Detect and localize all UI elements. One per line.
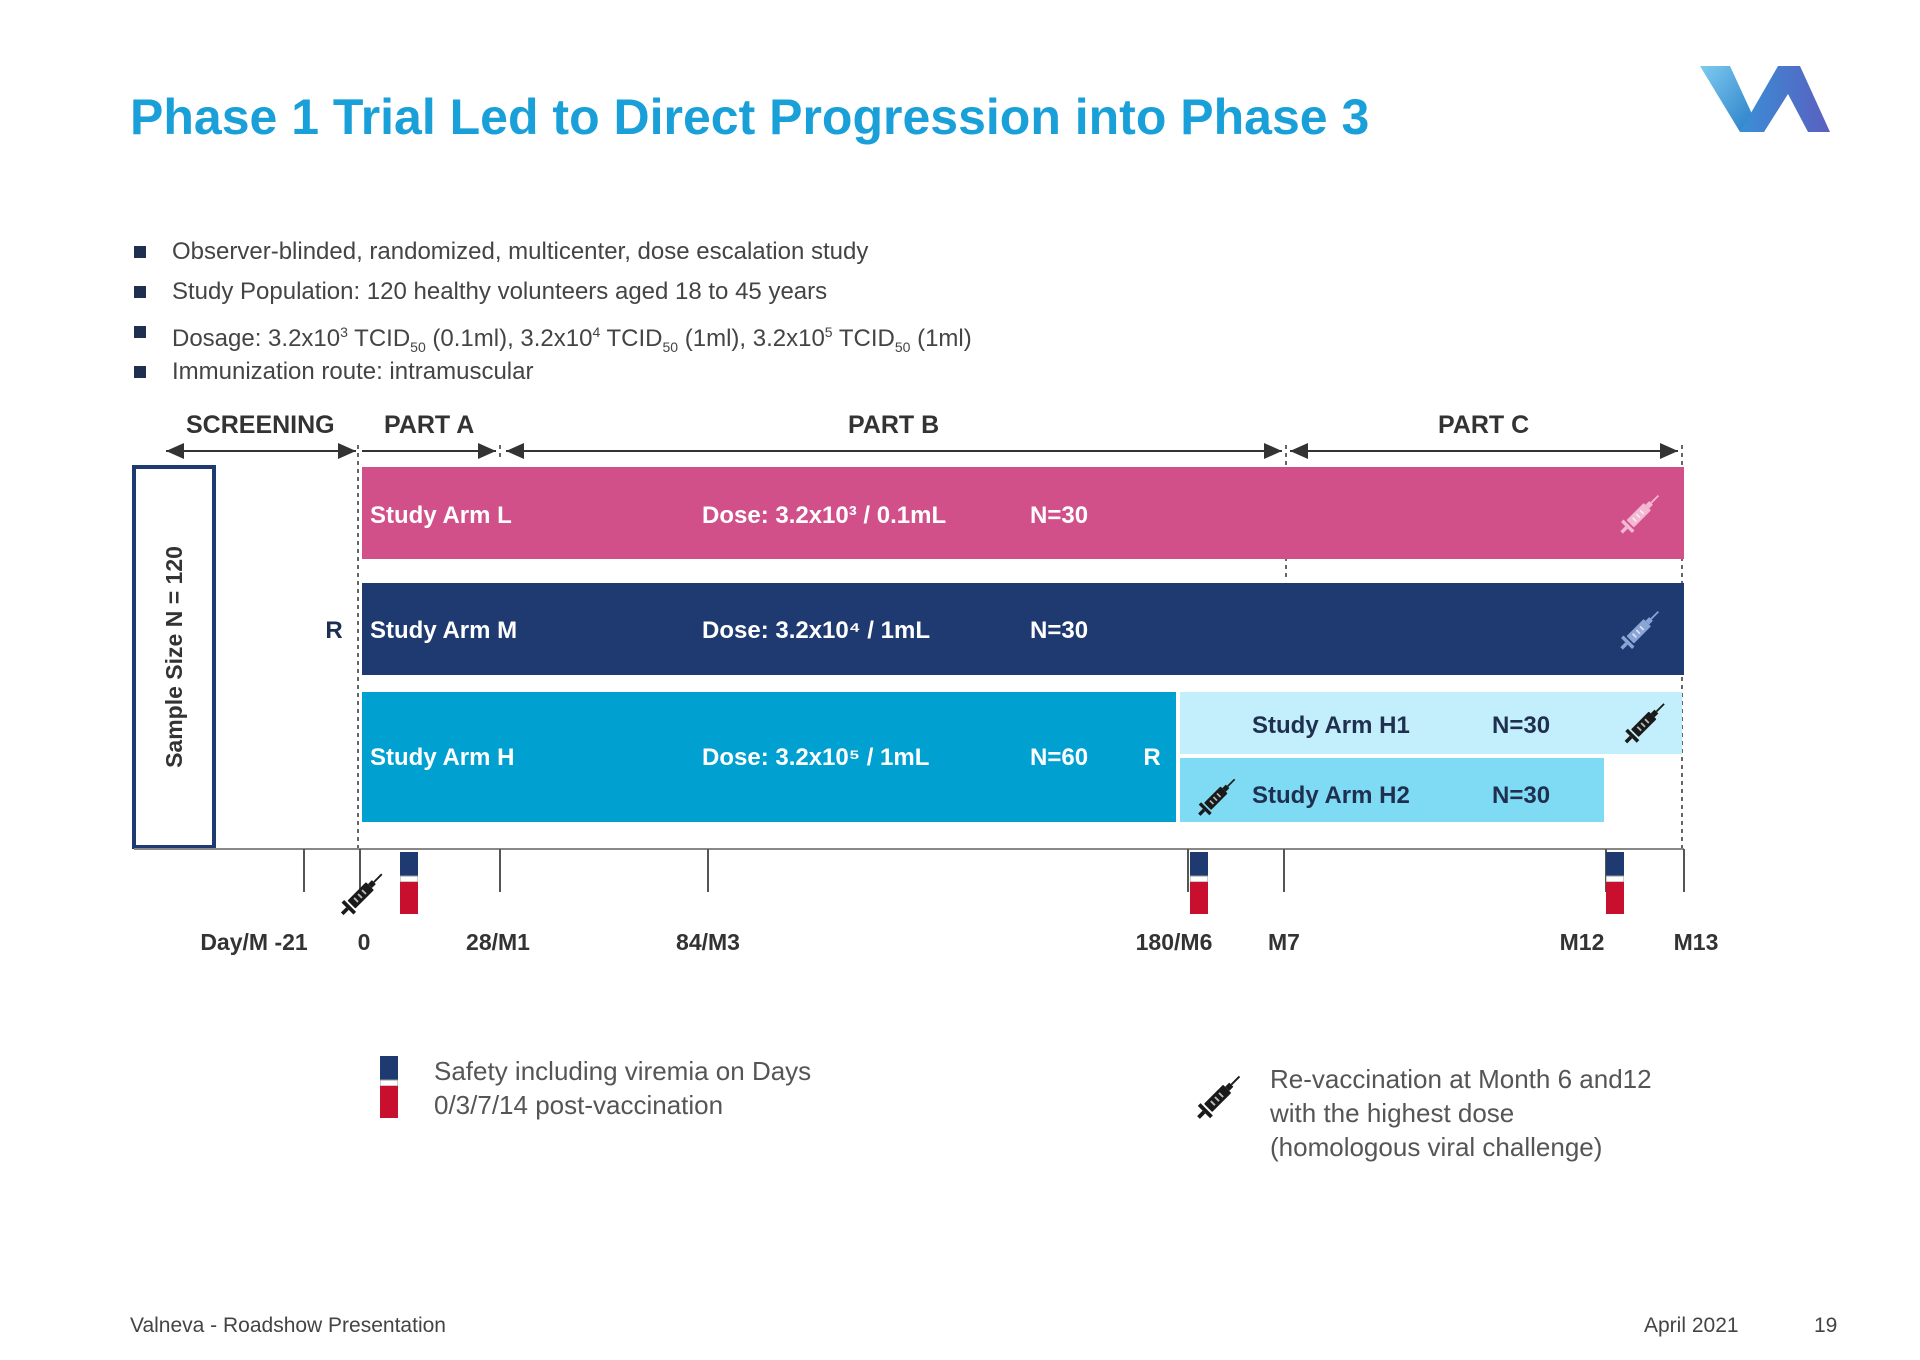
timeline-tick-label: Day/M -21 <box>200 929 308 955</box>
syringe-icon <box>336 868 388 920</box>
phase-label-part-c: PART C <box>1438 411 1530 439</box>
timeline-tick-label: 180/M6 <box>1136 929 1213 955</box>
timeline-tick-label: M12 <box>1560 929 1605 955</box>
legend-revaccination: Re-vaccination at Month 6 and12 with the… <box>1270 1062 1652 1164</box>
sample-size-label: Sample Size N = 120 <box>161 546 187 768</box>
legend-revacc-line2: with the highest dose <box>1270 1098 1515 1128</box>
footer-left: Valneva - Roadshow Presentation <box>130 1314 446 1337</box>
arm-h-dose: Dose: 3.2x10⁵ / 1mL <box>702 744 929 771</box>
bullet-list: Observer-blinded, randomized, multicente… <box>130 236 972 396</box>
syringe-icon <box>1192 1070 1246 1124</box>
blood-tube-icon <box>1606 852 1624 914</box>
timeline-tick-label: 84/M3 <box>676 929 740 955</box>
blood-tube-icon <box>380 1056 398 1118</box>
phase-label-screening: SCREENING <box>186 411 335 439</box>
arm-h2-n: N=30 <box>1492 782 1550 809</box>
timeline-tick-label: M7 <box>1268 929 1300 955</box>
timeline-tick-label: 28/M1 <box>466 929 530 955</box>
arm-m-n: N=30 <box>1030 617 1088 644</box>
page-number: 19 <box>1814 1314 1838 1337</box>
timeline-tick-label: M13 <box>1674 929 1719 955</box>
footer-date: April 2021 <box>1644 1314 1739 1337</box>
bullet-item: Dosage: 3.2x103 TCID50 (0.1ml), 3.2x104 … <box>130 316 972 356</box>
arm-h1-n: N=30 <box>1492 712 1550 739</box>
arm-h-n: N=60 <box>1030 744 1088 771</box>
phase-label-part-b: PART B <box>848 411 940 439</box>
legend-revacc-line1: Re-vaccination at Month 6 and12 <box>1270 1064 1652 1094</box>
bullet-item: Immunization route: intramuscular <box>130 356 972 396</box>
arm-m-dose: Dose: 3.2x10⁴ / 1mL <box>702 617 930 644</box>
valneva-logo <box>1700 66 1830 132</box>
randomization-label: R <box>325 617 342 644</box>
arm-h-name: Study Arm H <box>370 744 514 771</box>
arm-h2-bar <box>1180 758 1604 822</box>
arm-l-n: N=30 <box>1030 502 1088 529</box>
legend-safety-line2: 0/3/7/14 post-vaccination <box>434 1090 724 1120</box>
sample-size-box <box>132 465 216 849</box>
bullet-item: Study Population: 120 healthy volunteers… <box>130 276 972 316</box>
blood-tube-icon <box>400 852 418 914</box>
legend-safety: Safety including viremia on Days 0/3/7/1… <box>434 1054 811 1122</box>
legend-revacc-line3: (homologous viral challenge) <box>1270 1132 1603 1162</box>
legend-safety-line1: Safety including viremia on Days <box>434 1056 812 1086</box>
timeline-tick-label: 0 <box>358 929 371 955</box>
arm-h-bar <box>362 692 1176 822</box>
arm-l-name: Study Arm L <box>370 502 512 529</box>
bullet-item: Observer-blinded, randomized, multicente… <box>130 236 972 276</box>
timeline-ticks: Day/M -21 0 28/M1 84/M3 180/M6 M7 M12 M13 <box>200 849 1718 955</box>
blood-tube-icon <box>1190 852 1208 914</box>
arm-m-name: Study Arm M <box>370 617 517 644</box>
arm-l-bar <box>362 467 1684 559</box>
arm-h2-name: Study Arm H2 <box>1252 782 1410 809</box>
arm-h-randomization: R <box>1143 744 1160 771</box>
arm-l-dose: Dose: 3.2x10³ / 0.1mL <box>702 502 946 529</box>
phase-label-part-a: PART A <box>384 411 475 439</box>
page-title: Phase 1 Trial Led to Direct Progression … <box>130 89 1370 145</box>
arm-h1-name: Study Arm H1 <box>1252 712 1410 739</box>
arm-h1-bar <box>1180 692 1682 754</box>
arm-m-bar <box>362 583 1684 675</box>
